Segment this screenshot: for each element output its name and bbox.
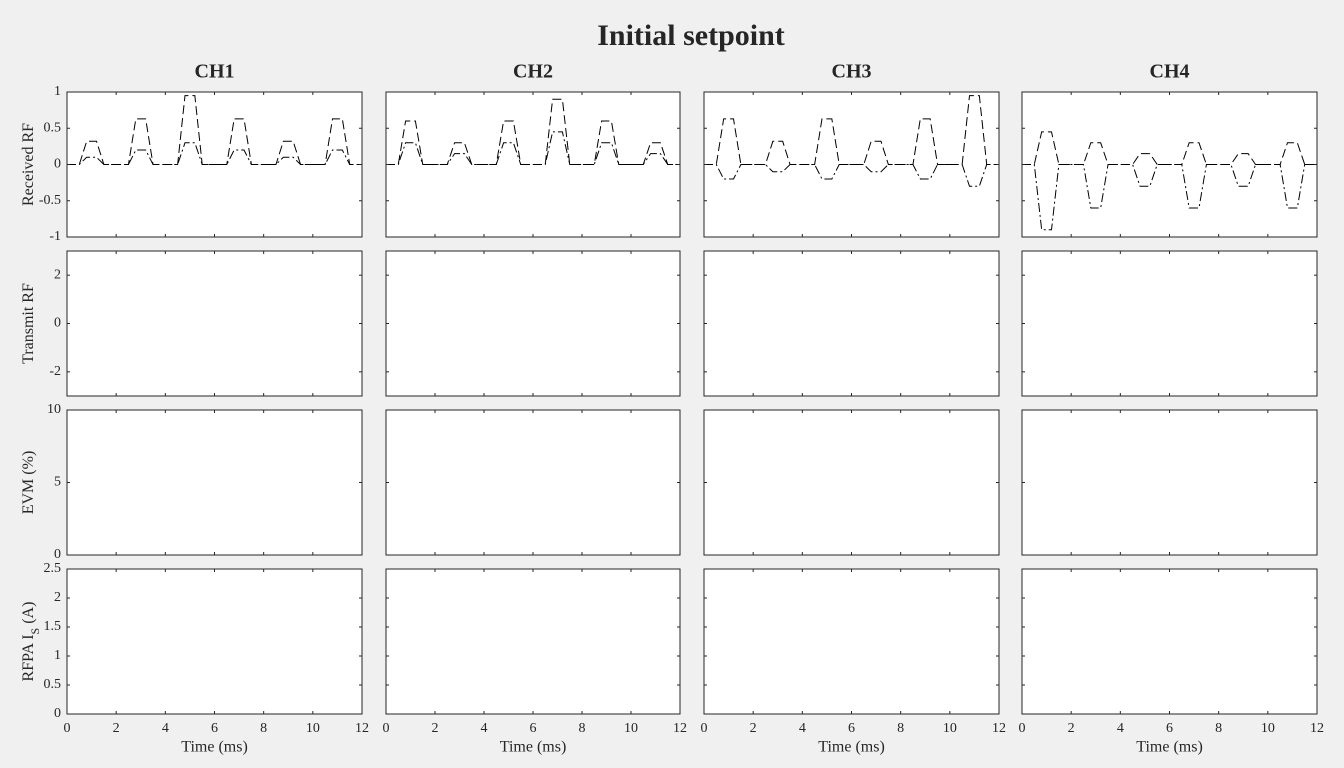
axes: [66, 250, 363, 397]
y-tick-label: 1: [54, 84, 61, 99]
x-tick-label: 6: [530, 721, 537, 736]
y-tick-label: 0: [54, 316, 61, 331]
axes-title: CH2: [513, 61, 553, 83]
x-tick-label: 10: [943, 721, 957, 736]
x-tick-label: 12: [673, 721, 687, 736]
axes: [1021, 250, 1318, 397]
y-axis-label: Received RF: [20, 123, 37, 206]
x-tick-label: 8: [1215, 721, 1222, 736]
y-tick-label: 0: [54, 547, 61, 562]
axes: [385, 409, 681, 556]
x-tick-label: 10: [1261, 721, 1275, 736]
axes: [703, 409, 1000, 556]
data-line: [1022, 164, 1317, 231]
axes: [703, 250, 1000, 397]
x-tick-label: 4: [799, 721, 806, 736]
y-tick-label: 0.5: [44, 677, 62, 692]
data-line: [67, 142, 362, 165]
data-line: [704, 164, 999, 187]
x-tick-label: 0: [383, 721, 390, 736]
figure-title: Initial setpoint: [597, 19, 785, 52]
y-tick-label: -2: [49, 364, 61, 379]
x-tick-label: 4: [481, 721, 488, 736]
x-tick-label: 6: [848, 721, 855, 736]
x-tick-label: 12: [1310, 721, 1324, 736]
x-axis-label: Time (ms): [181, 739, 248, 756]
axes: [385, 250, 681, 397]
x-tick-label: 2: [113, 721, 120, 736]
data-line: [386, 131, 680, 165]
y-tick-label: 1.5: [44, 619, 62, 634]
x-tick-label: 8: [579, 721, 586, 736]
x-tick-label: 10: [624, 721, 638, 736]
x-tick-label: 10: [306, 721, 320, 736]
x-tick-label: 6: [211, 721, 218, 736]
y-tick-label: -0.5: [39, 193, 61, 208]
x-axis-label: Time (ms): [818, 739, 885, 756]
y-axis-label-unit: (A): [20, 602, 37, 624]
axes: [1021, 568, 1318, 715]
y-tick-label: 10: [47, 402, 61, 417]
x-tick-label: 12: [992, 721, 1006, 736]
y-axis-label-text: RFPA I: [20, 634, 37, 681]
y-axis-label: Transmit RF: [20, 283, 37, 364]
x-tick-label: 8: [897, 721, 904, 736]
axes: [66, 409, 363, 556]
y-tick-label: -1: [49, 229, 61, 244]
x-tick-label: 0: [1019, 721, 1026, 736]
data-line: [386, 98, 680, 165]
axes-title: CH3: [832, 61, 872, 83]
y-axis-label-text: Transmit RF: [20, 283, 37, 364]
data-line: [67, 95, 362, 165]
y-axis-label: EVM (%): [20, 451, 37, 515]
axes-title: CH1: [195, 61, 235, 83]
x-tick-label: 2: [750, 721, 757, 736]
x-tick-label: 2: [1068, 721, 1075, 736]
y-tick-label: 0: [54, 706, 61, 721]
axes: [703, 568, 1000, 715]
x-tick-label: 4: [162, 721, 169, 736]
axes: [66, 568, 363, 715]
y-tick-label: 2: [54, 590, 61, 605]
y-tick-label: 0.5: [44, 120, 62, 135]
axes: [1021, 409, 1318, 556]
x-tick-label: 0: [64, 721, 71, 736]
y-tick-label: 2: [54, 267, 61, 282]
axes: [385, 568, 681, 715]
y-axis-label-text: Received RF: [20, 123, 37, 206]
y-tick-label: 1: [54, 648, 61, 663]
y-tick-label: 5: [54, 475, 61, 490]
x-tick-label: 2: [432, 721, 439, 736]
y-axis-label-subscript: S: [28, 628, 42, 635]
y-tick-label: 2.5: [44, 561, 62, 576]
y-axis-label-text: EVM (%): [20, 451, 37, 515]
x-tick-label: 6: [1166, 721, 1173, 736]
axes-title: CH4: [1150, 61, 1190, 83]
x-tick-label: 8: [260, 721, 267, 736]
x-axis-label: Time (ms): [1136, 739, 1203, 756]
y-axis-label: RFPA IS (A): [20, 602, 42, 682]
x-tick-label: 0: [701, 721, 708, 736]
x-tick-label: 12: [355, 721, 369, 736]
y-tick-label: 0: [54, 157, 61, 172]
x-axis-label: Time (ms): [500, 739, 567, 756]
x-tick-label: 4: [1117, 721, 1124, 736]
